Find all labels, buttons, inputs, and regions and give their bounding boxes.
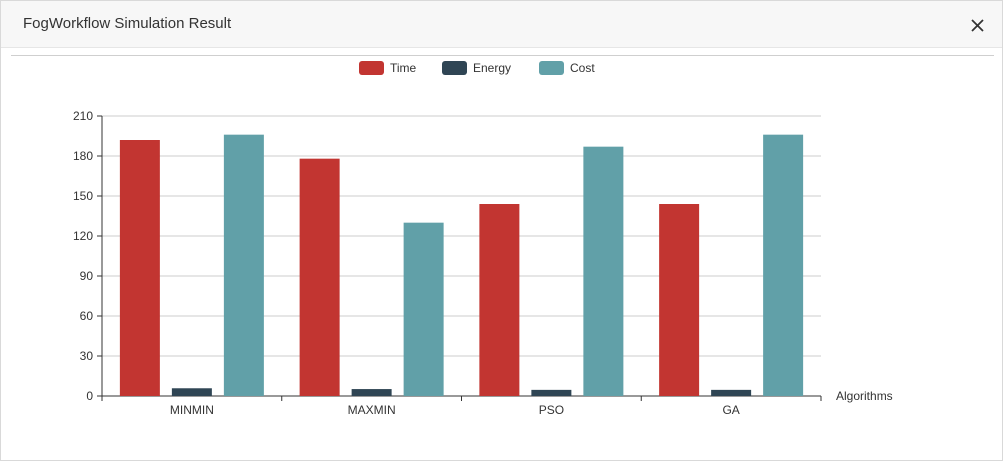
y-tick-label: 30 [80,349,94,363]
bar-chart: 0 30 60 90 120 150 180 210 MINMIN MAXMIN PSO GA Algo… [73,61,893,417]
bar-energy-ga [711,389,752,396]
x-axis-label: Algorithms [836,389,893,403]
y-tick-label: 150 [73,189,93,203]
y-tick-label: 60 [80,309,94,323]
bar-cost-minmin [223,134,264,396]
x-tick-label: GA [722,403,739,417]
bar-energy-maxmin [351,389,392,396]
bar-energy-minmin [171,388,212,396]
y-tick-label: 0 [86,389,93,403]
bar-time-minmin [119,140,160,396]
x-tick-label: PSO [539,403,564,417]
bar-energy-pso [531,389,572,396]
x-tick-label: MAXMIN [348,403,396,417]
legend-label-cost: Cost [570,61,595,75]
dialog-header: FogWorkflow Simulation Result [1,1,1002,48]
dialog-title: FogWorkflow Simulation Result [23,15,232,32]
bar-cost-pso [583,146,624,396]
y-tick-label: 180 [73,149,93,163]
legend-swatch-energy [442,61,467,75]
bar-cost-maxmin [403,222,444,396]
y-tick-label: 90 [80,269,94,283]
header-divider [11,55,994,56]
bar-cost-ga [763,134,804,396]
x-tick-label: MINMIN [170,403,214,417]
y-tick-label: 210 [73,109,93,123]
bar-time-maxmin [299,158,340,396]
y-tick-label: 120 [73,229,93,243]
legend-label-energy: Energy [473,61,511,75]
legend-swatch-cost [539,61,564,75]
close-icon-glyph [971,19,984,32]
legend-swatch-time [359,61,384,75]
close-icon[interactable] [963,11,991,39]
bar-time-pso [479,204,520,396]
bar-time-ga [659,204,700,396]
legend-label-time: Time [390,61,417,75]
